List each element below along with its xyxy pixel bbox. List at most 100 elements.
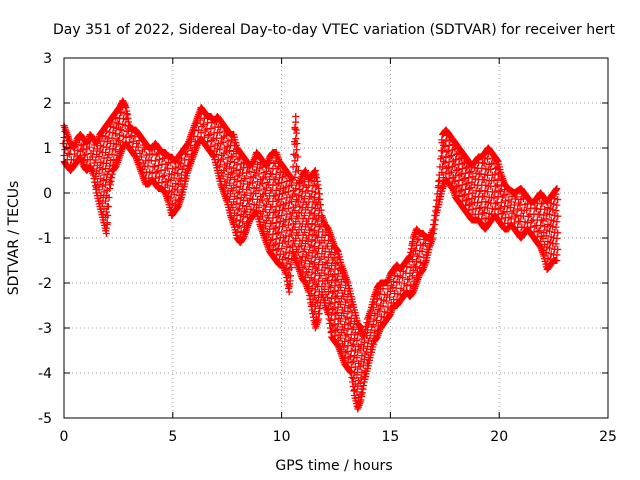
data-point-marker xyxy=(315,206,323,214)
data-point-marker xyxy=(332,310,340,318)
data-point-marker xyxy=(64,149,72,157)
data-point-marker xyxy=(309,230,317,238)
data-point-marker xyxy=(431,221,439,228)
data-point-marker xyxy=(461,202,469,210)
data-point-marker xyxy=(436,187,444,195)
data-point-marker xyxy=(272,219,280,227)
data-point-marker xyxy=(480,159,488,167)
data-point-marker xyxy=(99,177,107,185)
data-point-marker xyxy=(116,126,124,133)
data-point-marker xyxy=(285,249,293,257)
data-point-marker xyxy=(341,354,349,362)
data-point-marker xyxy=(497,182,505,190)
data-point-marker xyxy=(523,200,531,208)
data-point-marker xyxy=(346,303,354,311)
data-point-marker xyxy=(283,243,291,251)
data-point-marker xyxy=(438,152,446,160)
data-point-marker xyxy=(284,204,292,212)
data-point-marker xyxy=(455,160,463,168)
data-point-marker xyxy=(441,143,449,150)
data-point-marker xyxy=(207,143,215,150)
data-point-marker xyxy=(331,332,339,340)
data-point-marker xyxy=(284,238,292,246)
data-point-marker xyxy=(373,328,381,335)
data-point-marker xyxy=(80,151,88,159)
data-point-marker xyxy=(314,299,322,307)
data-point-marker xyxy=(240,196,248,204)
data-point-marker xyxy=(412,230,420,238)
data-point-marker xyxy=(284,271,292,279)
data-point-marker xyxy=(403,282,411,290)
data-point-marker xyxy=(461,158,469,166)
data-point-marker xyxy=(546,255,554,263)
data-point-marker xyxy=(234,189,242,197)
data-point-marker xyxy=(327,300,335,308)
data-point-marker xyxy=(301,195,309,203)
data-point-marker xyxy=(59,140,67,147)
data-point-marker xyxy=(235,154,243,162)
data-point-marker xyxy=(366,334,374,342)
data-point-marker xyxy=(102,192,110,200)
data-point-marker xyxy=(111,113,119,121)
data-point-marker xyxy=(354,399,362,407)
data-point-marker xyxy=(213,118,221,126)
data-point-marker xyxy=(480,192,488,200)
data-point-marker xyxy=(144,162,152,170)
y-tick-label: -4 xyxy=(38,366,52,382)
data-point-marker xyxy=(232,183,240,191)
data-point-marker xyxy=(307,209,315,217)
data-point-marker xyxy=(245,200,253,208)
data-point-marker xyxy=(373,295,381,302)
data-point-marker xyxy=(102,208,110,216)
data-point-marker xyxy=(467,200,475,208)
data-point-marker xyxy=(167,159,175,167)
data-point-marker xyxy=(309,295,317,303)
data-point-marker xyxy=(293,162,301,170)
data-point-marker xyxy=(83,161,91,169)
data-point-marker xyxy=(469,205,477,213)
data-point-marker xyxy=(403,263,411,271)
data-point-marker xyxy=(294,248,302,256)
data-point-marker xyxy=(187,136,195,144)
data-point-marker xyxy=(139,141,147,149)
data-point-marker xyxy=(552,190,560,198)
data-point-marker xyxy=(332,326,340,334)
data-point-marker xyxy=(119,103,127,111)
data-point-marker xyxy=(330,271,338,279)
data-point-marker xyxy=(356,363,364,371)
data-point-marker xyxy=(343,313,351,321)
data-point-marker xyxy=(213,150,221,158)
data-point-marker xyxy=(234,155,242,163)
data-point-marker xyxy=(281,254,289,262)
data-point-marker xyxy=(309,214,317,222)
data-point-marker xyxy=(116,142,124,150)
data-point-marker xyxy=(345,302,353,310)
data-point-marker xyxy=(314,201,322,209)
data-point-marker xyxy=(332,260,340,268)
data-point-marker xyxy=(328,262,336,269)
data-point-marker xyxy=(90,141,98,149)
data-point-marker xyxy=(405,275,413,283)
data-point-marker xyxy=(554,229,562,237)
data-point-marker xyxy=(327,317,335,324)
data-point-marker xyxy=(361,367,369,375)
data-point-marker xyxy=(242,208,250,216)
data-point-marker xyxy=(106,162,114,170)
data-point-marker xyxy=(346,320,354,328)
data-point-marker xyxy=(412,263,420,271)
data-point-marker xyxy=(409,250,417,258)
data-point-marker xyxy=(301,178,309,186)
data-point-marker xyxy=(550,212,558,219)
data-point-marker xyxy=(320,285,328,293)
data-point-marker xyxy=(495,187,503,195)
data-point-marker xyxy=(122,116,130,123)
data-point-marker xyxy=(236,233,244,241)
data-point-marker xyxy=(497,204,505,212)
data-point-marker xyxy=(418,248,426,255)
data-point-marker xyxy=(98,165,106,173)
data-point-marker xyxy=(232,167,240,174)
data-point-marker xyxy=(452,172,460,180)
data-point-marker xyxy=(333,292,341,300)
data-point-marker xyxy=(170,191,178,198)
data-point-marker xyxy=(269,230,277,238)
